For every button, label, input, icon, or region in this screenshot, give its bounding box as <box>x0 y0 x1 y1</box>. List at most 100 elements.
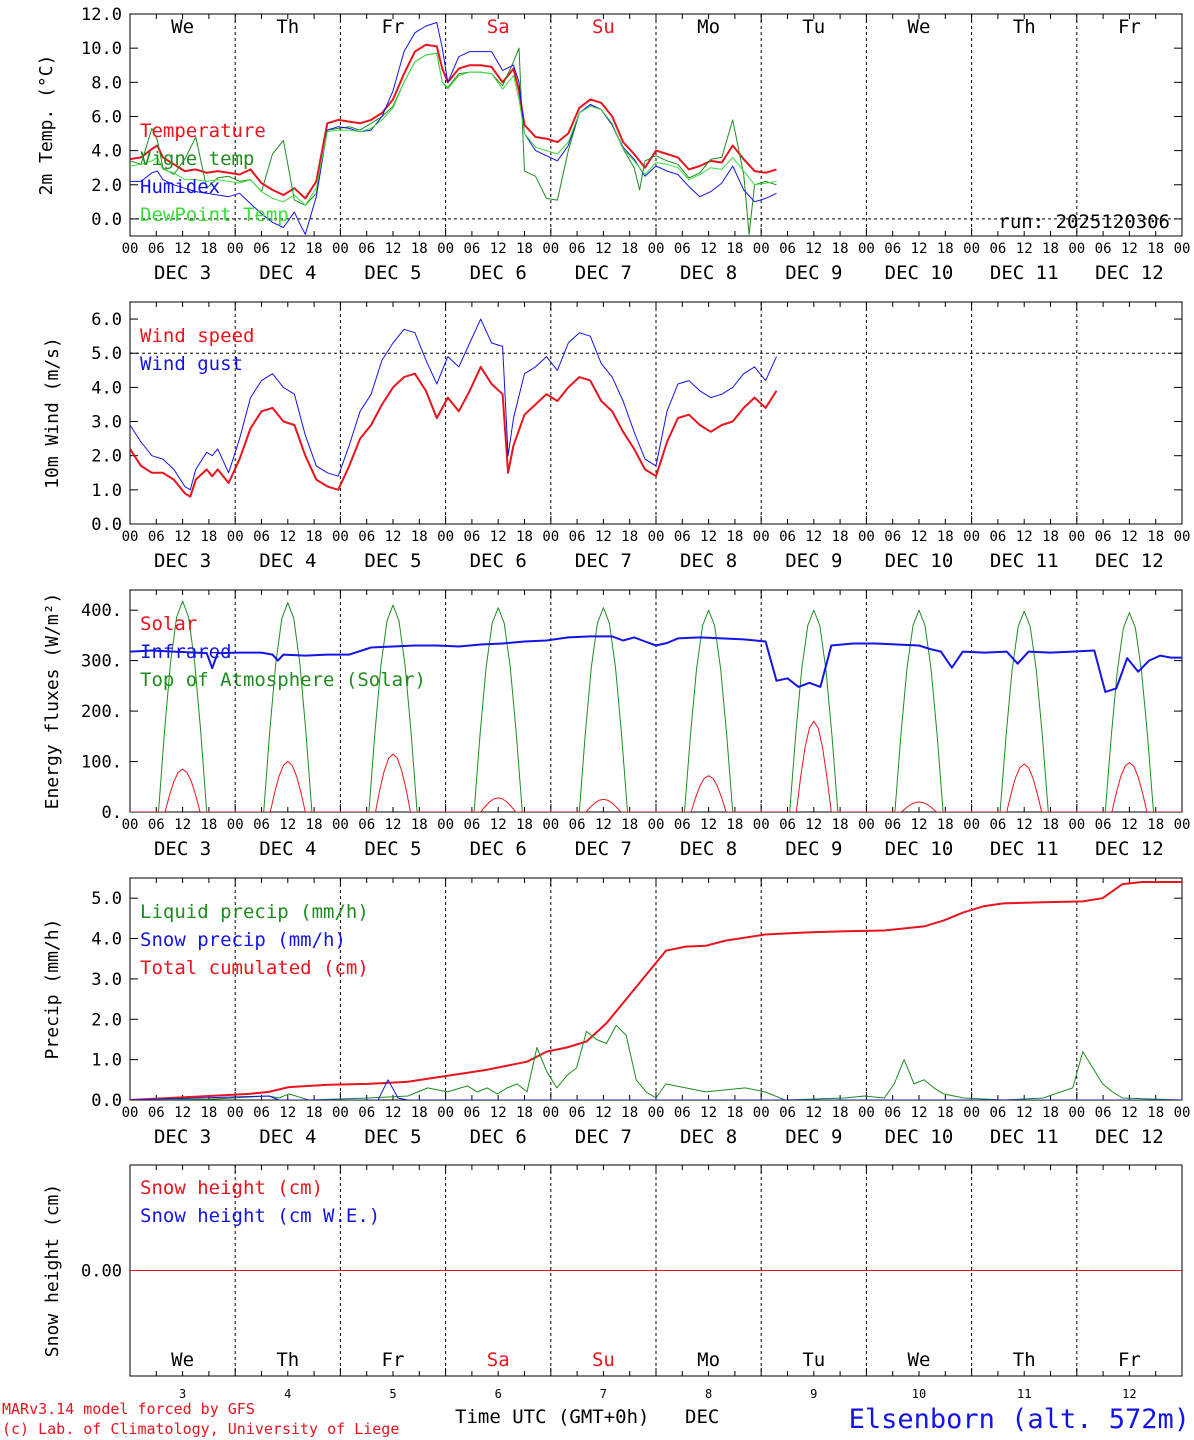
date-label: DEC 11 <box>990 1126 1059 1148</box>
hour-tick-label: 00 <box>332 529 349 545</box>
panel-1: 0.0 2.0 4.0 6.0 8.0 10.0 12.0 2m Temp. (°C) 00 06… <box>36 5 1190 284</box>
date-label: DEC 6 <box>470 1126 527 1148</box>
hour-tick-label: 00 <box>227 241 244 257</box>
hour-tick-label: 06 <box>463 817 480 833</box>
hour-tick-label: 12 <box>805 1105 822 1121</box>
legend-entry: Snow height (cm) <box>140 1177 323 1199</box>
hour-tick-label: 18 <box>1042 817 1059 833</box>
hour-tick-label: 00 <box>1174 817 1191 833</box>
hour-tick-label: 00 <box>963 241 980 257</box>
date-label: DEC 7 <box>575 550 632 572</box>
y-tick-label: 6.0 <box>91 107 122 127</box>
day-number-label: 10 <box>912 1387 926 1401</box>
hour-tick-label: 12 <box>1121 241 1138 257</box>
y-tick-label: 2.0 <box>91 447 122 467</box>
weekday-label: Su <box>592 16 615 38</box>
hour-tick-label: 00 <box>963 529 980 545</box>
y-tick-label: 5.0 <box>91 889 122 909</box>
y-tick-label: 0.0 <box>91 210 122 230</box>
day-number-label: 4 <box>284 1387 291 1401</box>
y-tick-label: 10.0 <box>81 39 122 59</box>
hour-tick-label: 00 <box>542 241 559 257</box>
hour-tick-label: 12 <box>279 817 296 833</box>
hour-tick-label: 12 <box>595 1105 612 1121</box>
hour-tick-label: 18 <box>832 1105 849 1121</box>
hour-tick-label: 06 <box>358 817 375 833</box>
y-tick-label: 0.0 <box>91 1091 122 1111</box>
hour-tick-label: 12 <box>1016 529 1033 545</box>
hour-tick-label: 12 <box>385 1105 402 1121</box>
date-label: DEC 6 <box>470 838 527 860</box>
day-number-label: 7 <box>600 1387 607 1401</box>
hour-tick-label: 06 <box>148 241 165 257</box>
date-label: DEC 8 <box>680 550 737 572</box>
series-line-liquid-precip-mm-h- <box>130 1024 1182 1100</box>
hour-tick-label: 06 <box>1095 817 1112 833</box>
y-tick-label: 0. <box>102 803 122 823</box>
y-tick-label: 6.0 <box>91 310 122 330</box>
hour-tick-label: 00 <box>437 817 454 833</box>
series-line-wind-speed <box>130 365 778 498</box>
hour-tick-label: 12 <box>385 529 402 545</box>
hour-tick-label: 00 <box>227 529 244 545</box>
hour-tick-label: 06 <box>463 241 480 257</box>
date-label: DEC 4 <box>259 838 316 860</box>
hour-tick-label: 18 <box>621 241 638 257</box>
hour-tick-label: 00 <box>648 817 665 833</box>
y-tick-label: 1.0 <box>91 481 122 501</box>
footer-model-credit: MARv3.14 model forced by GFS <box>2 1400 255 1418</box>
hour-tick-label: 00 <box>648 529 665 545</box>
weekday-label: Sa <box>487 16 510 38</box>
weekday-label: We <box>908 16 931 38</box>
date-label: DEC 5 <box>364 262 421 284</box>
hour-tick-label: 12 <box>911 817 928 833</box>
date-label: DEC 12 <box>1095 1126 1164 1148</box>
weekday-label: Fr <box>1118 1349 1141 1371</box>
hour-tick-label: 12 <box>805 241 822 257</box>
hour-tick-label: 18 <box>937 817 954 833</box>
series-line-infrared <box>130 635 1182 693</box>
date-label: DEC 3 <box>154 1126 211 1148</box>
hour-tick-label: 18 <box>621 1105 638 1121</box>
hour-tick-label: 18 <box>621 817 638 833</box>
date-label: DEC 9 <box>785 1126 842 1148</box>
weekday-label: We <box>171 16 194 38</box>
date-label: DEC 12 <box>1095 262 1164 284</box>
panel-4: 0.0 1.0 2.0 3.0 4.0 5.0 Precip (mm/h) 00 06 12 18 0… <box>42 877 1190 1148</box>
hour-tick-label: 12 <box>1016 817 1033 833</box>
hour-tick-label: 00 <box>122 1105 139 1121</box>
hour-tick-label: 06 <box>779 1105 796 1121</box>
hour-tick-label: 12 <box>490 1105 507 1121</box>
series-group <box>130 881 1182 1100</box>
y-tick-label: 5.0 <box>91 344 122 364</box>
date-label: DEC 9 <box>785 550 842 572</box>
hour-tick-label: 12 <box>174 817 191 833</box>
hour-tick-label: 18 <box>1042 529 1059 545</box>
hour-tick-label: 06 <box>253 241 270 257</box>
day-number-label: 9 <box>810 1387 817 1401</box>
weekday-label: Tu <box>802 1349 825 1371</box>
hour-tick-label: 00 <box>542 529 559 545</box>
date-label: DEC 11 <box>990 262 1059 284</box>
date-label: DEC 4 <box>259 262 316 284</box>
y-tick-label: 8.0 <box>91 73 122 93</box>
hour-tick-label: 18 <box>621 529 638 545</box>
hour-tick-label: 12 <box>279 1105 296 1121</box>
hour-tick-label: 12 <box>595 241 612 257</box>
date-label: DEC 3 <box>154 838 211 860</box>
hour-tick-label: 18 <box>1042 241 1059 257</box>
hour-tick-label: 12 <box>174 241 191 257</box>
hour-tick-label: 00 <box>963 817 980 833</box>
hour-tick-label: 18 <box>1147 817 1164 833</box>
hour-tick-label: 12 <box>805 817 822 833</box>
hour-tick-label: 06 <box>569 817 586 833</box>
hour-tick-label: 18 <box>411 817 428 833</box>
series-line-solar <box>130 720 1182 812</box>
y-tick-label: 3.0 <box>91 413 122 433</box>
hour-tick-label: 18 <box>200 817 217 833</box>
y-tick-label: 4.0 <box>91 378 122 398</box>
y-tick-label: 100. <box>81 753 122 773</box>
hour-tick-label: 06 <box>463 1105 480 1121</box>
hour-tick-label: 06 <box>779 817 796 833</box>
date-label: DEC 8 <box>680 1126 737 1148</box>
